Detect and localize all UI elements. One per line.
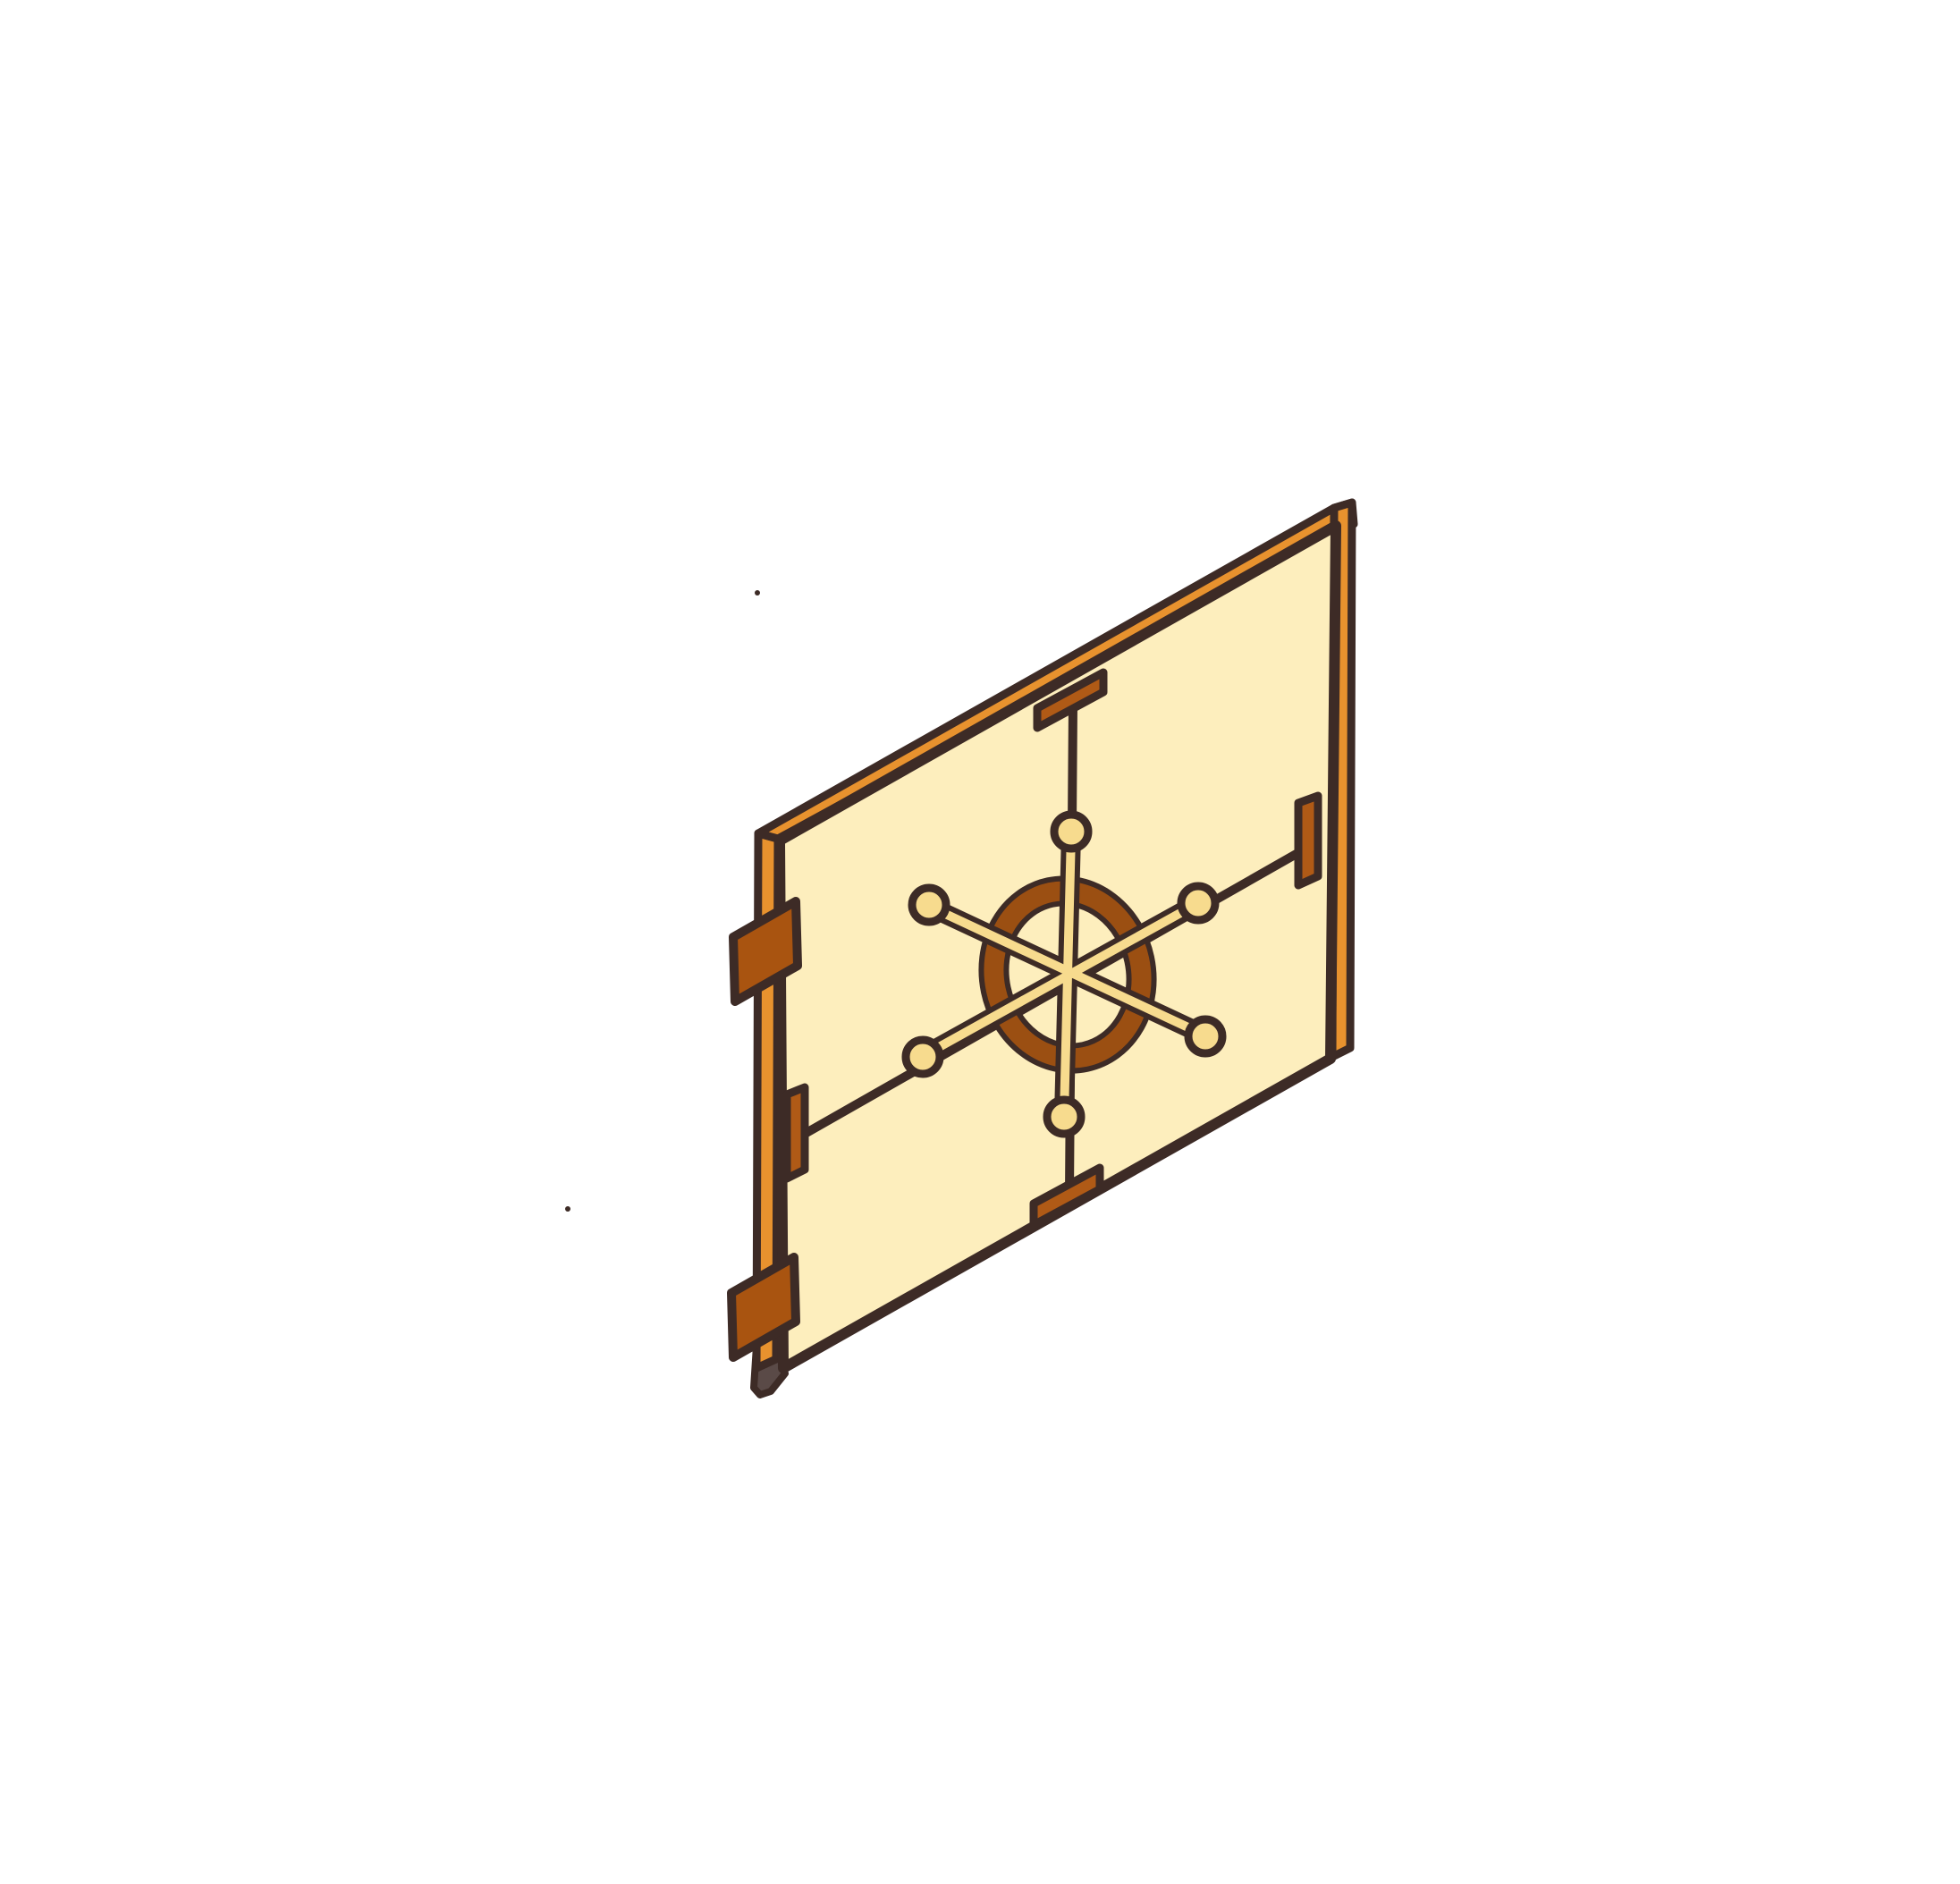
wheel-handle xyxy=(915,824,1215,1126)
bolt-tab-top xyxy=(1033,668,1108,732)
wheel-knob-lower-left xyxy=(901,1035,944,1078)
bolt-tab-right xyxy=(1294,791,1322,890)
wheel-knob-upper-left xyxy=(908,883,950,926)
wheel-knob-lower-right xyxy=(1184,1015,1227,1058)
lock-ring-inner xyxy=(984,881,1152,1069)
bolt-tab-left xyxy=(782,1083,809,1183)
wheel-knobs xyxy=(901,810,1227,1138)
hinge-lower xyxy=(727,1253,800,1362)
speck xyxy=(565,1206,570,1212)
wheel-knob-upper-right xyxy=(1177,882,1220,925)
speck xyxy=(755,590,760,596)
bolt-tab-bottom xyxy=(1029,1163,1104,1229)
door-panel xyxy=(774,520,1341,1373)
wheel-knob-bottom xyxy=(1043,1095,1086,1138)
hinge-upper xyxy=(729,897,802,1006)
wheel-knob-top xyxy=(1050,810,1093,853)
